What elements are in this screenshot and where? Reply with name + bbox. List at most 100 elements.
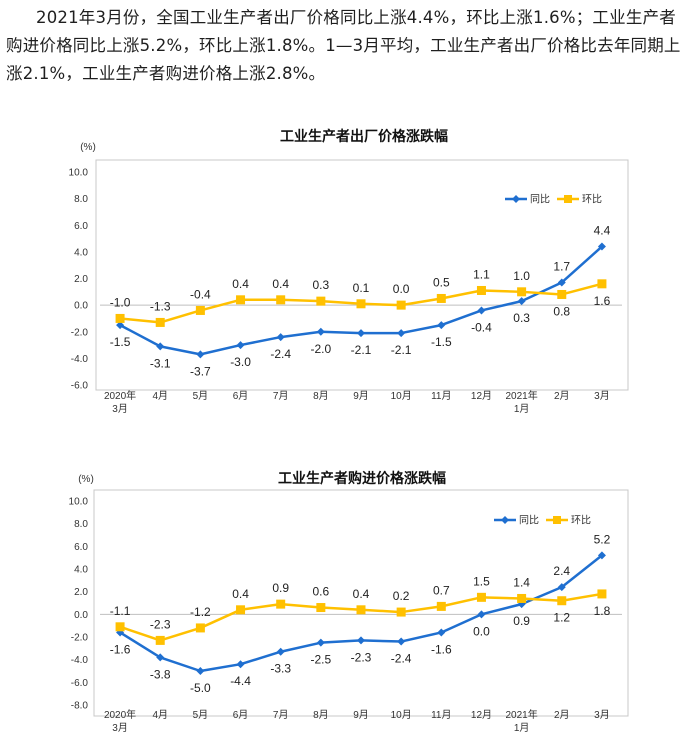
data-point-mom bbox=[396, 300, 406, 310]
legend-marker-yoy bbox=[501, 516, 509, 524]
data-point-yoy bbox=[437, 628, 446, 637]
x-tick-label: 7月 bbox=[273, 709, 289, 721]
data-point-mom bbox=[356, 605, 366, 615]
y-tick-label: 6.0 bbox=[74, 221, 88, 232]
data-label-yoy: -2.1 bbox=[351, 343, 372, 357]
y-tick-label: 0.0 bbox=[74, 301, 88, 312]
x-tick-label: 2月 bbox=[554, 390, 570, 402]
legend-label: 环比 bbox=[571, 515, 591, 527]
chart-legend: 同比 环比 bbox=[505, 194, 602, 206]
chart-2: 工业生产者购进价格涨跌幅 (%) 10.0 8.0 6.0 4.0 2.0 0.0 -2.0 -4… bbox=[69, 470, 629, 734]
y-tick-label: -4.0 bbox=[71, 655, 89, 666]
x-tick-label: 11月 bbox=[431, 709, 451, 721]
legend-label: 同比 bbox=[530, 194, 550, 206]
x-tick-label: 10月 bbox=[391, 709, 412, 721]
data-point-yoy bbox=[397, 329, 406, 338]
data-point-mom bbox=[115, 622, 125, 632]
intro-paragraph: 2021年3月份，全国工业生产者出厂价格同比上涨4.4%，环比上涨1.6%；工业… bbox=[6, 8, 681, 83]
data-label-mom: 0.4 bbox=[232, 277, 249, 291]
data-label-yoy: 0.0 bbox=[473, 624, 490, 638]
data-point-mom bbox=[276, 599, 286, 609]
y-tick-label: -2.0 bbox=[71, 633, 89, 644]
data-label-mom: 1.1 bbox=[473, 267, 490, 281]
data-label-yoy: -1.6 bbox=[431, 642, 452, 656]
data-label-yoy: 0.9 bbox=[513, 614, 530, 628]
data-point-yoy bbox=[357, 636, 365, 645]
data-label-mom: 1.4 bbox=[513, 575, 530, 589]
x-tick-label: 7月 bbox=[273, 390, 289, 402]
y-tick-label: 2.0 bbox=[74, 587, 88, 598]
legend-marker-yoy bbox=[512, 195, 520, 203]
x-tick-label: 9月 bbox=[353, 390, 369, 402]
y-tick-label: 10.0 bbox=[69, 497, 89, 508]
data-label-yoy: -3.0 bbox=[230, 355, 251, 369]
y-tick-label: 0.0 bbox=[74, 610, 88, 621]
data-label-mom: 0.9 bbox=[272, 581, 289, 595]
data-label-yoy: -2.4 bbox=[270, 347, 291, 361]
data-label-yoy: 0.3 bbox=[513, 311, 530, 325]
x-tick-label: 12月 bbox=[471, 709, 492, 721]
y-tick-label: 4.0 bbox=[74, 565, 88, 576]
data-label-yoy: 2.4 bbox=[553, 564, 570, 578]
data-label-mom: -1.1 bbox=[110, 604, 131, 618]
data-point-yoy bbox=[236, 341, 245, 350]
chart-1: 工业生产者出厂价格涨跌幅 (%) 10.0 8.0 6.0 4.0 2.0 0.0 -2.0 -4… bbox=[69, 128, 629, 415]
data-point-yoy bbox=[276, 333, 285, 342]
x-tick-label: 5月 bbox=[193, 709, 209, 721]
x-tick-label: 2021年 bbox=[505, 389, 537, 402]
y-tick-label: 10.0 bbox=[69, 168, 89, 179]
data-point-yoy bbox=[437, 321, 446, 330]
y-tick-label: -8.0 bbox=[71, 701, 89, 712]
data-label-yoy: -3.7 bbox=[190, 364, 211, 378]
x-tick-label: 3月 bbox=[112, 722, 128, 734]
data-point-yoy bbox=[597, 551, 606, 560]
x-tick-label: 6月 bbox=[233, 390, 249, 402]
data-label-mom: 0.7 bbox=[433, 583, 450, 597]
data-point-mom bbox=[436, 293, 446, 303]
y-tick-label: 6.0 bbox=[74, 542, 88, 553]
x-tick-label: 9月 bbox=[353, 709, 369, 721]
data-point-mom bbox=[436, 601, 446, 611]
data-label-mom: 0.6 bbox=[313, 585, 330, 599]
data-point-mom bbox=[236, 605, 246, 615]
x-tick-label: 3月 bbox=[112, 403, 128, 415]
x-tick-label: 11月 bbox=[431, 390, 451, 402]
data-label-yoy: 5.2 bbox=[594, 532, 611, 546]
data-point-yoy bbox=[397, 637, 406, 646]
data-point-yoy bbox=[196, 667, 205, 675]
data-label-yoy: -2.4 bbox=[391, 652, 412, 666]
data-point-mom bbox=[396, 607, 406, 617]
x-tick-label: 8月 bbox=[313, 709, 329, 721]
y-tick-label: -2.0 bbox=[71, 327, 89, 338]
data-label-mom: 0.2 bbox=[393, 589, 410, 603]
data-label-yoy: -2.5 bbox=[311, 653, 332, 667]
data-point-mom bbox=[597, 279, 607, 289]
y-tick-label: -6.0 bbox=[71, 381, 89, 392]
data-label-mom: 0.1 bbox=[353, 281, 370, 295]
x-tick-label: 3月 bbox=[594, 390, 610, 402]
data-point-mom bbox=[115, 313, 125, 323]
data-point-yoy bbox=[597, 242, 606, 251]
data-point-yoy bbox=[196, 350, 205, 359]
y-tick-label: 8.0 bbox=[74, 194, 88, 205]
data-point-yoy bbox=[276, 647, 285, 656]
x-tick-label: 8月 bbox=[313, 390, 329, 402]
data-point-yoy bbox=[156, 653, 165, 662]
x-tick-label: 1月 bbox=[514, 403, 530, 415]
data-point-mom bbox=[517, 287, 527, 297]
data-label-mom: 1.6 bbox=[594, 294, 611, 308]
data-point-yoy bbox=[236, 660, 245, 669]
x-tick-label: 5月 bbox=[193, 390, 209, 402]
data-point-mom bbox=[316, 296, 326, 306]
legend-marker-mom bbox=[564, 195, 572, 203]
data-point-yoy bbox=[156, 342, 165, 351]
data-label-yoy: -2.0 bbox=[311, 342, 332, 356]
data-label-yoy: -4.4 bbox=[230, 674, 251, 688]
data-label-yoy: -2.1 bbox=[391, 343, 412, 357]
legend-label: 同比 bbox=[519, 515, 539, 527]
data-point-mom bbox=[476, 592, 486, 602]
data-label-yoy: -1.6 bbox=[110, 642, 131, 656]
data-label-mom: -0.4 bbox=[190, 287, 211, 301]
data-label-mom: -2.3 bbox=[150, 617, 171, 631]
